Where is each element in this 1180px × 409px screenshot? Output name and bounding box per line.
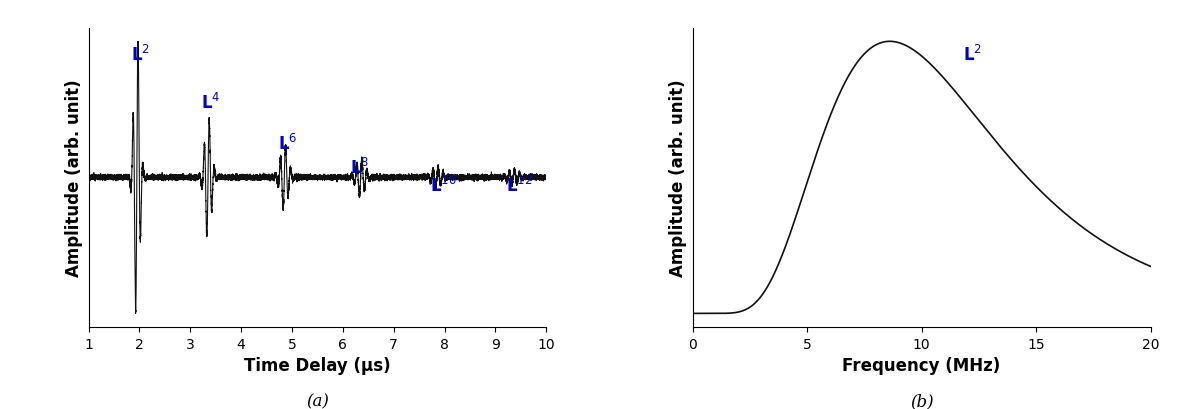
Text: $\mathbf{L}^{2}$: $\mathbf{L}^{2}$: [963, 45, 982, 65]
Text: (b): (b): [910, 393, 933, 409]
Y-axis label: Amplitude (arb. unit): Amplitude (arb. unit): [669, 79, 687, 276]
Text: $\mathbf{L}^{2}$: $\mathbf{L}^{2}$: [131, 45, 150, 65]
Text: (a): (a): [306, 393, 329, 409]
Text: $\mathbf{L}^{12}$: $\mathbf{L}^{12}$: [505, 176, 532, 196]
Text: $\mathbf{L}^{4}$: $\mathbf{L}^{4}$: [202, 92, 221, 112]
Y-axis label: Amplitude (arb. unit): Amplitude (arb. unit): [65, 79, 83, 276]
Text: $\mathbf{L}^{6}$: $\mathbf{L}^{6}$: [277, 134, 297, 154]
X-axis label: Time Delay (μs): Time Delay (μs): [244, 356, 391, 374]
X-axis label: Frequency (MHz): Frequency (MHz): [843, 356, 1001, 374]
Text: $\mathbf{L}^{8}$: $\mathbf{L}^{8}$: [350, 158, 369, 178]
Text: $\mathbf{L}^{10}$: $\mathbf{L}^{10}$: [431, 176, 457, 196]
